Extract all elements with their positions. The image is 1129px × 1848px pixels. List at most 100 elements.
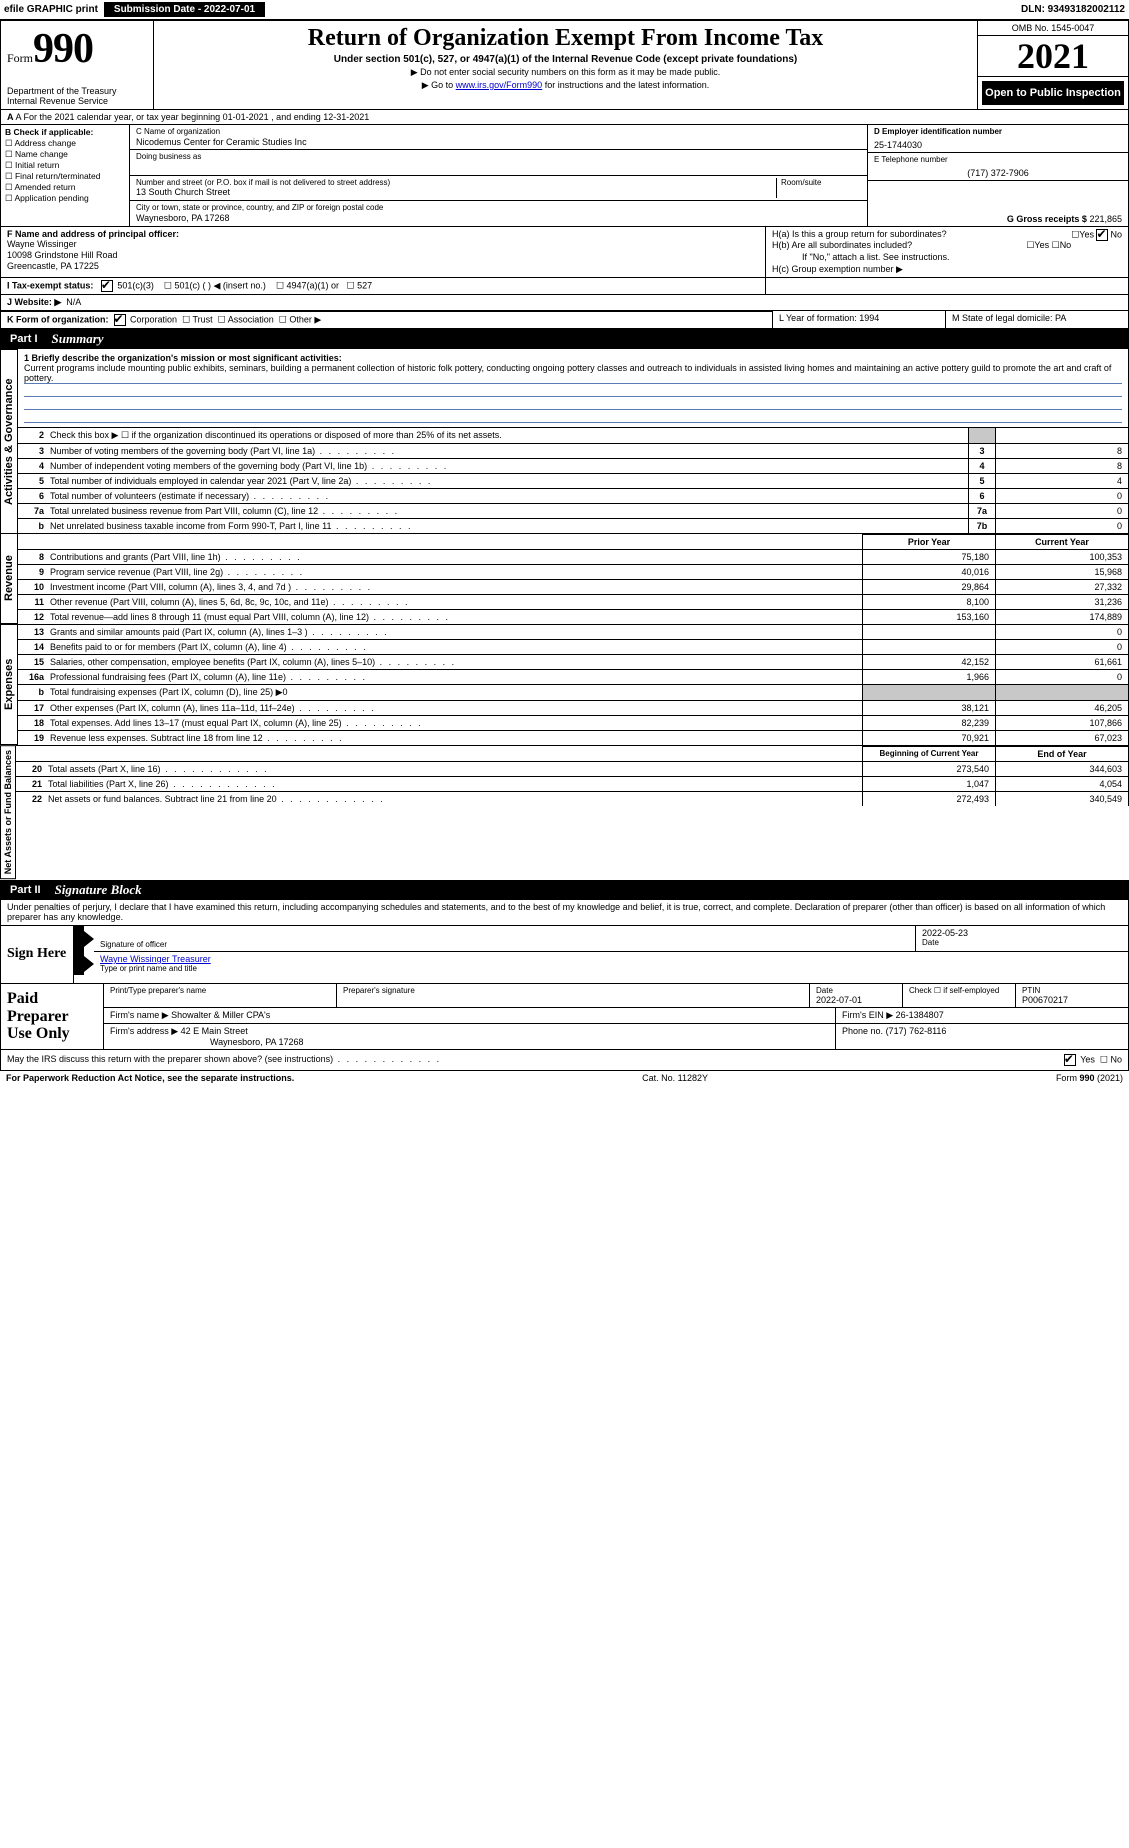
phone-value: (717) 372-7906 [874, 168, 1122, 178]
row-val: 4 [995, 474, 1128, 488]
blue-line-2 [24, 396, 1122, 409]
current-val: 4,054 [995, 777, 1128, 791]
net-header-row: Beginning of Current Year End of Year [16, 745, 1129, 761]
prep-sig-cell: Preparer's signature [337, 984, 810, 1007]
chk-initial[interactable]: ☐ Initial return [5, 160, 125, 171]
tax-exempt-row: I Tax-exempt status: 501(c)(3) ☐ 501(c) … [1, 278, 765, 294]
row-num: 4 [18, 459, 48, 473]
phone-block: E Telephone number (717) 372-7906 [868, 153, 1128, 181]
end-year-header: End of Year [995, 746, 1128, 761]
gov-row: 4 Number of independent voting members o… [18, 458, 1129, 473]
row-num: 3 [18, 444, 48, 458]
rev-row: 8 Contributions and grants (Part VIII, l… [18, 549, 1129, 564]
sig-date-label: Date [922, 938, 1122, 947]
opt-assoc: Association [228, 315, 274, 325]
sign-here-label: Sign Here [1, 926, 74, 983]
chk-final[interactable]: ☐ Final return/terminated [5, 171, 125, 182]
prep-date: 2022-07-01 [816, 995, 896, 1005]
row-desc: Professional fundraising fees (Part IX, … [48, 670, 862, 684]
preparer-label: Paid Preparer Use Only [1, 984, 104, 1049]
row-num: 13 [18, 625, 48, 639]
gov-row: b Net unrelated business taxable income … [18, 518, 1129, 533]
chk-app-pending[interactable]: ☐ Application pending [5, 193, 125, 204]
current-val: 0 [995, 625, 1128, 639]
prep-sig-label: Preparer's signature [343, 986, 803, 995]
row-desc: Contributions and grants (Part VIII, lin… [48, 550, 862, 564]
signer-name[interactable]: Wayne Wissinger Treasurer [100, 954, 211, 964]
row-klm: K Form of organization: Corporation ☐ Tr… [0, 311, 1129, 329]
f-label: F Name and address of principal officer: [7, 229, 179, 239]
chk-501c3[interactable] [101, 280, 113, 292]
current-val: 15,968 [995, 565, 1128, 579]
i-label: I Tax-exempt status: [7, 281, 93, 291]
ha-no-check[interactable] [1096, 229, 1108, 241]
h-block: H(a) Is this a group return for subordin… [765, 227, 1128, 278]
header-left: Form990 Department of the Treasury Inter… [1, 21, 154, 109]
open-to-public: Open to Public Inspection [982, 81, 1124, 105]
summary-table: Activities & Governance 1 Briefly descri… [0, 349, 1129, 533]
row-num: 15 [18, 655, 48, 669]
prep-print-label: Print/Type preparer's name [110, 986, 330, 995]
efile-label: efile GRAPHIC print [4, 4, 98, 15]
sub3-pre: ▶ Go to [422, 80, 456, 90]
sig-row-1: Signature of officer 2022-05-23 Date [74, 926, 1128, 952]
row-desc: Total assets (Part X, line 16) [46, 762, 862, 776]
chk-name[interactable]: ☐ Name change [5, 149, 125, 160]
rev-row: 9 Program service revenue (Part VIII, li… [18, 564, 1129, 579]
ha-no: No [1110, 229, 1122, 239]
current-val: 107,866 [995, 716, 1128, 730]
ptin-value: P00670217 [1022, 995, 1122, 1005]
chk-final-label: Final return/terminated [15, 171, 101, 181]
firm-name: Showalter & Miller CPA's [171, 1010, 270, 1020]
part1-title: Summary [48, 329, 108, 349]
footer-bar: For Paperwork Reduction Act Notice, see … [0, 1071, 1129, 1085]
exp-row: 17 Other expenses (Part IX, column (A), … [18, 700, 1129, 715]
current-val: 174,889 [995, 610, 1128, 624]
opt-527: 527 [357, 281, 372, 291]
chk-amended[interactable]: ☐ Amended return [5, 182, 125, 193]
sig-officer-label: Signature of officer [100, 940, 909, 949]
may-irs-text: May the IRS discuss this return with the… [7, 1054, 333, 1064]
chk-app-label: Application pending [15, 193, 89, 203]
exp-row: 15 Salaries, other compensation, employe… [18, 654, 1129, 669]
dba-row: Doing business as [130, 150, 867, 175]
chk-initial-label: Initial return [15, 160, 59, 170]
sig-row-2: Wayne Wissinger Treasurer Type or print … [74, 952, 1128, 975]
row-desc: Benefits paid to or for members (Part IX… [48, 640, 862, 654]
firm-phone-label: Phone no. [842, 1026, 883, 1036]
current-val: 31,236 [995, 595, 1128, 609]
exp-body: 13 Grants and similar amounts paid (Part… [18, 624, 1129, 745]
row-f-h: F Name and address of principal officer:… [0, 227, 1129, 279]
chk-corp[interactable] [114, 314, 126, 326]
current-val: 344,603 [995, 762, 1128, 776]
room-label: Room/suite [781, 178, 861, 188]
rev-row: 11 Other revenue (Part VIII, column (A),… [18, 594, 1129, 609]
submission-date-button[interactable]: Submission Date - 2022-07-01 [104, 2, 265, 17]
hb-no: No [1060, 240, 1072, 250]
gross-value: 221,865 [1089, 214, 1122, 224]
phone-label: E Telephone number [874, 155, 1122, 164]
row-num: 19 [18, 731, 48, 745]
chk-address[interactable]: ☐ Address change [5, 138, 125, 149]
col-defg: D Employer identification number 25-1744… [867, 125, 1128, 226]
irs-link[interactable]: www.irs.gov/Form990 [456, 80, 543, 90]
current-val: 0 [995, 670, 1128, 684]
section-bcdefg: B Check if applicable: ☐ Address change … [0, 125, 1129, 227]
row-desc: Total revenue—add lines 8 through 11 (mu… [48, 610, 862, 624]
exp-row: 16a Professional fundraising fees (Part … [18, 669, 1129, 684]
prep-row-3: Firm's address ▶ 42 E Main Street Waynes… [104, 1024, 1128, 1049]
row-desc: Revenue less expenses. Subtract line 18 … [48, 731, 862, 745]
header-mid: Return of Organization Exempt From Incom… [154, 21, 977, 109]
may-irs-yes-check[interactable] [1064, 1054, 1076, 1066]
prep-check-cell: Check ☐ if self-employed [903, 984, 1016, 1007]
current-val: 0 [995, 640, 1128, 654]
opt-4947: 4947(a)(1) or [287, 281, 340, 291]
row-num: 17 [18, 701, 48, 715]
mission-text: Current programs include mounting public… [24, 363, 1122, 383]
chk-name-label: Name change [15, 149, 68, 159]
current-val: 46,205 [995, 701, 1128, 715]
row-box [968, 428, 995, 443]
ha-row: H(a) Is this a group return for subordin… [772, 229, 1122, 241]
org-name: Nicodemus Center for Ceramic Studies Inc [136, 137, 861, 148]
arrow-tri-icon [84, 931, 94, 947]
